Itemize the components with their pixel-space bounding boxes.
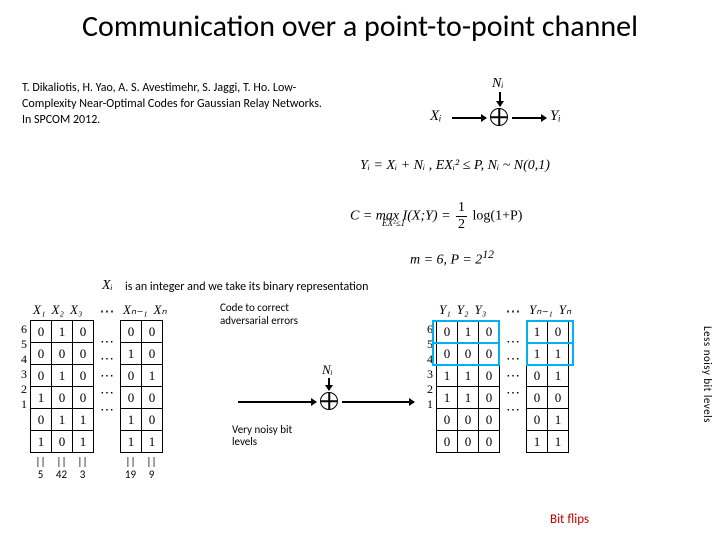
arrow-right-icon: [512, 117, 546, 119]
citation-text: T. Dikaliotis, H. Yao, A. S. Avestimehr,…: [22, 80, 322, 129]
right-table-block: 65 43 21 Y₁Y₂Y₃ 010 000 110 110 000 000 …: [420, 302, 574, 453]
code-correct-text: Code to correct adversarial errors: [220, 302, 320, 327]
arrow-right-icon: [342, 401, 414, 403]
page-title: Communication over a point-to-point chan…: [0, 0, 720, 47]
n-label: Nᵢ: [492, 76, 504, 92]
arrow-right-icon: [238, 401, 316, 403]
arrow-down-icon: [499, 92, 501, 106]
integer-note: is an integer and we take its binary rep…: [125, 280, 368, 294]
left-subtable-2: 00 10 01 00 10 11: [120, 320, 163, 453]
bitflips-label: Bit flips: [550, 512, 589, 527]
x-label: Xᵢ: [430, 108, 442, 125]
right-subtable-2: 10 11 01 00 01 11: [526, 320, 569, 453]
eq-max-sub: EX²≤1: [382, 218, 405, 228]
eq-mp: m = 6, P = 212: [410, 248, 494, 269]
noisy-text: Very noisy bit levels: [232, 424, 302, 448]
xor-icon: [490, 108, 508, 129]
eq-model: Yᵢ = Xᵢ + Nᵢ , EXᵢ² ≤ P, Nᵢ ~ N(0,1): [360, 158, 550, 174]
eq-capacity: C = max I(X;Y) = 1 2 log(1+P): [350, 200, 522, 233]
vertical-label: Less noisy bit levels: [701, 326, 714, 423]
channel-diagram: Nᵢ Xᵢ Yᵢ: [430, 88, 570, 138]
left-subtable-1: 010 000 010 100 011 101: [30, 320, 94, 453]
arrow-down-icon: [328, 378, 330, 390]
y-label: Yᵢ: [550, 108, 561, 125]
xor-icon: [320, 392, 338, 413]
right-subtable-1: 010 000 110 110 000 000: [436, 320, 500, 453]
arrow-right-icon: [452, 117, 486, 119]
left-table-block: 65 43 21 X₁X₂X₃ 010 000 010 100 011 101 …: [14, 302, 170, 481]
xi-var: Xᵢ: [102, 278, 113, 294]
